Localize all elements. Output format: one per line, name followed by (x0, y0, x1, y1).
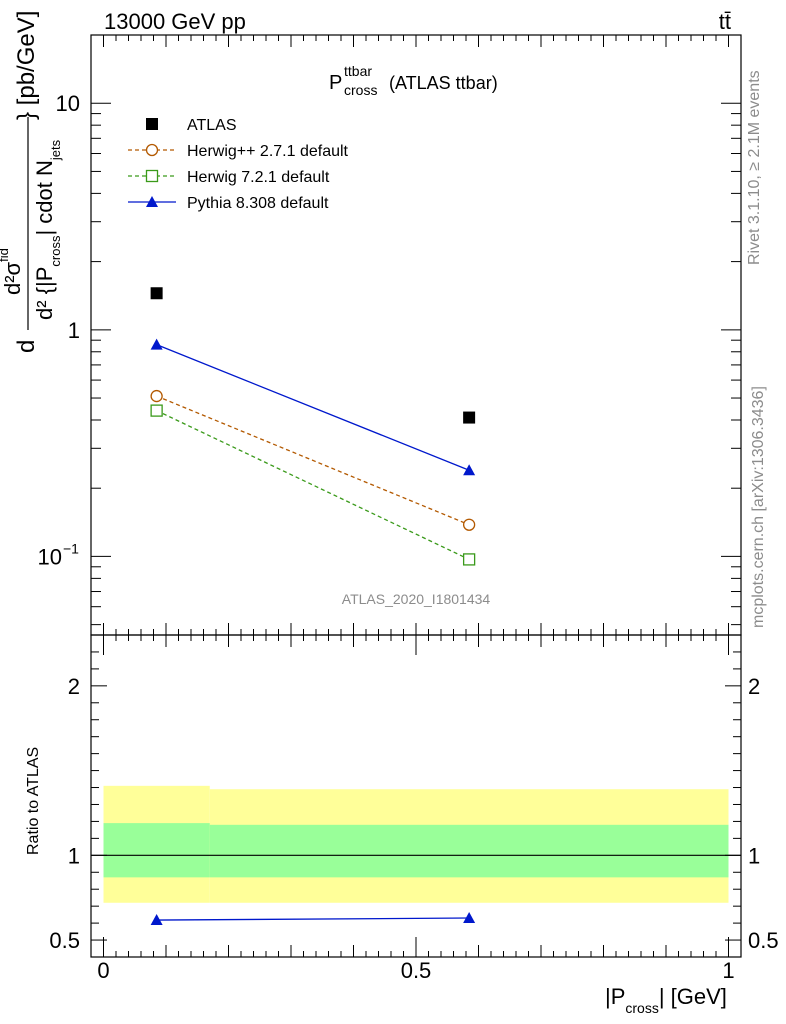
legend: ATLAS Herwig++ 2.7.1 default Herwig 7.2.1 … (128, 117, 349, 212)
ratio-ytick-label-left: 1 (68, 843, 80, 868)
ratio-ytick-label-right: 1 (748, 843, 760, 868)
plot-title: P (329, 72, 342, 94)
legend-label: Pythia 8.308 default (187, 195, 329, 212)
ratio-line-pythia-8-308-default (156, 917, 470, 921)
header-left: 13000 GeV pp (104, 9, 246, 34)
data-point-pythia-8-308-default (463, 464, 476, 476)
data-point-herwig-7-2-1-default (150, 404, 163, 417)
series-line-herwig-7-2-1-default (156, 410, 470, 561)
ratio-band-statistical-uncertainty (103, 823, 210, 878)
main-ytick-label: 1 (68, 318, 80, 343)
ylabel-numerator: d²σfid (0, 248, 25, 295)
data-point-pythia-8-308-default (150, 338, 163, 350)
data-point-herwig-2-7-1-default (150, 389, 163, 403)
main-ytick-label: 10 (38, 544, 62, 569)
ratio-panel: 0.5 0.5 1 1 2 2 0 0.5 1 Ratio to ATLAS |Pcross| … (25, 634, 779, 1016)
main-ytick-label-exp: −1 (63, 540, 79, 556)
legend-marker (145, 143, 159, 157)
ratio-series (150, 912, 476, 926)
ratio-point-pythia-8-308-default (463, 912, 476, 924)
ratio-ytick-label-left: 0.5 (49, 928, 80, 953)
main-ylabel: d d²σfid d² {|Pcross| cdot Njets } [pb/G… (0, 11, 63, 353)
plot-title-sup: ttbar (344, 63, 372, 79)
plot-title-sub: cross (344, 82, 377, 98)
ratio-xtick-label: 0.5 (401, 958, 432, 983)
data-point-herwig-7-2-1-default (462, 553, 476, 566)
data-point-atlas (150, 287, 163, 300)
legend-label: Herwig 7.2.1 default (187, 169, 330, 186)
data-point-herwig-2-7-1-default (462, 518, 476, 531)
legend-marker (145, 169, 159, 183)
main-ticks (91, 34, 741, 635)
legend-marker (146, 196, 158, 207)
data-point-atlas (463, 411, 476, 424)
legend-item-atlas: ATLAS (146, 117, 237, 134)
ratio-ticks (91, 634, 741, 958)
series-line-pythia-8-308-default (156, 344, 470, 471)
legend-item-herwig-7-2-1-default: Herwig 7.2.1 default (128, 169, 330, 186)
analysis-watermark: ATLAS_2020_I1801434 (342, 591, 491, 607)
header-right: tt̄ (719, 9, 731, 34)
legend-marker (146, 118, 158, 130)
mcplots-label: mcplots.cern.ch [arXiv:1306.3436] (750, 386, 767, 628)
main-ytick-label: 10 (56, 91, 80, 116)
ylabel-d: d (13, 340, 40, 353)
ratio-ylabel: Ratio to ATLAS (25, 747, 42, 855)
ratio-band-statistical-uncertainty (209, 824, 729, 878)
ratio-xtick-label: 0 (97, 958, 109, 983)
plot-title-suffix: (ATLAS ttbar) (389, 73, 498, 93)
legend-item-herwig-2-7-1-default: Herwig++ 2.7.1 default (128, 143, 349, 160)
ylabel-unit: } [pb/GeV] (13, 11, 40, 120)
ratio-tick-labels: 0.5 0.5 1 1 2 2 0 0.5 1 (49, 674, 778, 983)
series-line-herwig-2-7-1-default (156, 395, 470, 526)
legend-label: ATLAS (187, 117, 237, 134)
ratio-xtick-label: 1 (722, 958, 734, 983)
ylabel-denominator: d² {|Pcross| cdot Njets (32, 139, 63, 320)
plot-title-main: P (329, 72, 342, 94)
ratio-ytick-label-right: 2 (748, 674, 760, 699)
legend-label: Herwig++ 2.7.1 default (187, 143, 349, 160)
legend-item-pythia-8-308-default: Pythia 8.308 default (128, 195, 329, 212)
main-series (150, 287, 476, 566)
ratio-ytick-label-right: 0.5 (748, 928, 779, 953)
ratio-xlabel: |Pcross| [GeV] (605, 984, 727, 1016)
ratio-bands (103, 785, 729, 903)
ratio-ytick-label-left: 2 (68, 674, 80, 699)
rivet-version-label: Rivet 3.1.10, ≥ 2.1M events (746, 70, 763, 265)
ratio-point-pythia-8-308-default (150, 914, 163, 926)
